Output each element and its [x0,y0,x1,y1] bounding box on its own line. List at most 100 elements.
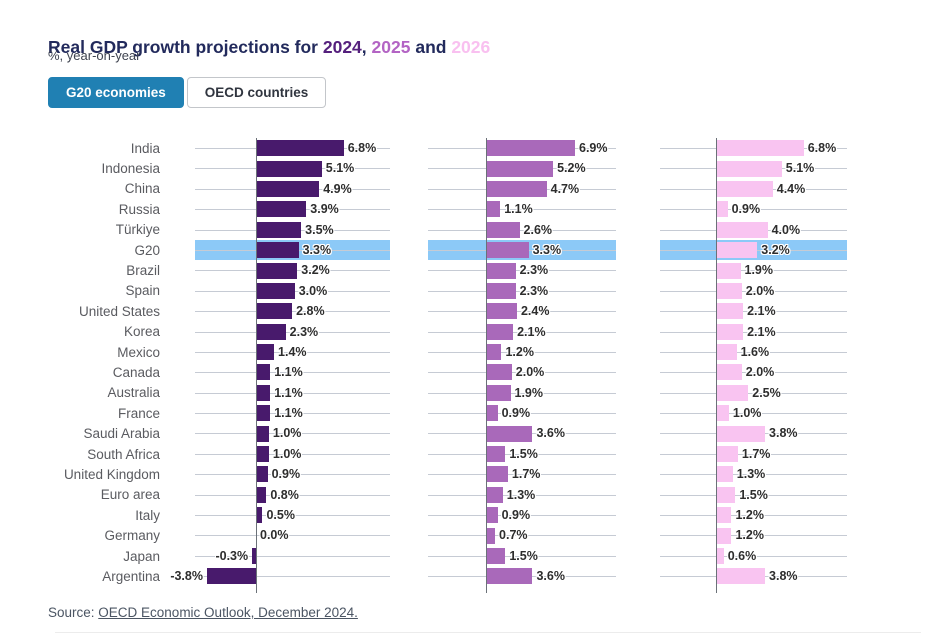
bar-2024-italy[interactable] [256,507,263,524]
country-label: Italy [135,507,160,523]
bar-2025-g20[interactable] [486,242,529,259]
bar-2026-brazil[interactable] [716,262,741,279]
value-label: 0.9% [501,406,531,421]
bar-2024-japan[interactable] [252,548,256,564]
country-label: Türkiye [115,222,160,238]
value-label: 4.7% [550,181,580,196]
bar-2025-italy[interactable] [486,507,498,524]
chart-row: 2.6% [428,220,616,240]
country-label: G20 [134,242,160,258]
bar-2026-euro-area[interactable] [716,486,736,503]
bar-2026-türkiye[interactable] [716,221,768,238]
bar-2026-mexico[interactable] [716,344,737,361]
gridline [428,209,616,211]
bar-2026-india[interactable] [716,140,804,157]
chart-row: 4.7% [428,179,616,199]
tab-g20-economies[interactable]: G20 economies [48,77,184,108]
bar-2025-japan[interactable] [486,548,506,564]
bar-2024-mexico[interactable] [256,344,275,361]
view-toggle-tabs: G20 economies OECD countries [48,77,327,108]
bar-2026-canada[interactable] [716,364,742,381]
bar-2025-euro-area[interactable] [486,486,503,503]
bar-2024-united-states[interactable] [256,303,293,320]
bar-2024-france[interactable] [256,405,271,422]
title-year-2024: 2024 [322,36,362,57]
bar-2026-south-africa[interactable] [716,446,738,463]
bar-2024-indonesia[interactable] [256,160,322,177]
bar-2024-india[interactable] [256,140,344,157]
bar-2026-united-states[interactable] [716,303,744,320]
bar-2026-japan[interactable] [716,548,724,564]
chart-row: 1.3% [660,464,847,484]
chart-row: 1.7% [660,444,847,464]
bar-2024-russia[interactable] [256,201,307,218]
bar-2025-united-states[interactable] [486,303,517,320]
bar-2025-korea[interactable] [486,323,514,340]
chart-row: 5.1% [660,158,847,178]
bar-2026-argentina[interactable] [716,568,766,585]
bar-2026-germany[interactable] [716,527,732,544]
bar-2026-italy[interactable] [716,507,732,524]
bar-2026-australia[interactable] [716,384,749,401]
bar-2026-china[interactable] [716,180,773,197]
panel-2024: 6.8% 5.1% 4.9% 3.9% 3.5% 3.3% 3.2% 3.0% 2.8% 2.3%… [170,138,390,593]
value-label: -0.3% [215,548,249,563]
bar-2025-saudi-arabia[interactable] [486,425,533,442]
bar-2026-united-kingdom[interactable] [716,466,733,483]
zero-axis-line [485,138,487,593]
value-label: 0.0% [260,528,289,543]
bar-2026-saudi-arabia[interactable] [716,425,766,442]
chart-row: 0.9% [660,199,847,219]
tab-oecd-countries[interactable]: OECD countries [186,77,327,108]
bar-2025-germany[interactable] [486,527,496,544]
bar-2025-spain[interactable] [486,282,516,299]
bar-2024-g20[interactable] [256,242,299,259]
bar-2024-argentina[interactable] [206,568,256,585]
bar-2025-mexico[interactable] [486,344,502,361]
source-prefix: Source: [48,605,99,620]
title-and: and [410,36,452,57]
bar-2025-canada[interactable] [486,364,512,381]
bar-2026-france[interactable] [716,405,729,422]
bar-2024-türkiye[interactable] [256,221,302,238]
bar-2024-euro-area[interactable] [256,486,267,503]
chart-row: 4.9% [195,179,390,199]
value-label: 1.7% [741,446,771,461]
bar-2024-united-kingdom[interactable] [256,466,268,483]
country-label: United States [78,303,160,319]
bar-2026-spain[interactable] [716,282,742,299]
bar-2024-china[interactable] [256,180,320,197]
value-label: 1.2% [735,508,764,523]
bar-2025-china[interactable] [486,180,547,197]
bar-2025-indonesia[interactable] [486,160,554,177]
bar-2025-russia[interactable] [486,201,501,218]
bar-2026-korea[interactable] [716,323,744,340]
bar-2025-south-africa[interactable] [486,446,506,463]
bar-2026-g20[interactable] [716,242,758,259]
bar-2025-brazil[interactable] [486,262,516,279]
bar-2025-argentina[interactable] [486,568,533,585]
gridline [660,413,847,415]
source-link[interactable]: OECD Economic Outlook, December 2024. [98,605,358,620]
bar-2026-russia[interactable] [716,201,728,218]
bar-2025-australia[interactable] [486,384,511,401]
bar-2024-south-africa[interactable] [256,446,269,463]
bar-2024-korea[interactable] [256,323,286,340]
chart-row: 2.1% [428,322,616,342]
gridline [195,413,390,415]
gridline [660,270,847,272]
chart-row: 2.3% [428,281,616,301]
bar-2025-türkiye[interactable] [486,221,520,238]
bar-2024-spain[interactable] [256,282,295,299]
bar-2025-united-kingdom[interactable] [486,466,508,483]
country-label: France [117,405,160,421]
bar-2025-india[interactable] [486,140,575,157]
bar-2025-france[interactable] [486,405,498,422]
chart-row: 0.0% [195,525,390,545]
bar-2024-saudi-arabia[interactable] [256,425,269,442]
bar-2024-canada[interactable] [256,364,271,381]
bar-2024-brazil[interactable] [256,262,298,279]
value-label: 2.0% [745,283,775,298]
bar-2024-australia[interactable] [256,384,271,401]
bar-2026-indonesia[interactable] [716,160,782,177]
